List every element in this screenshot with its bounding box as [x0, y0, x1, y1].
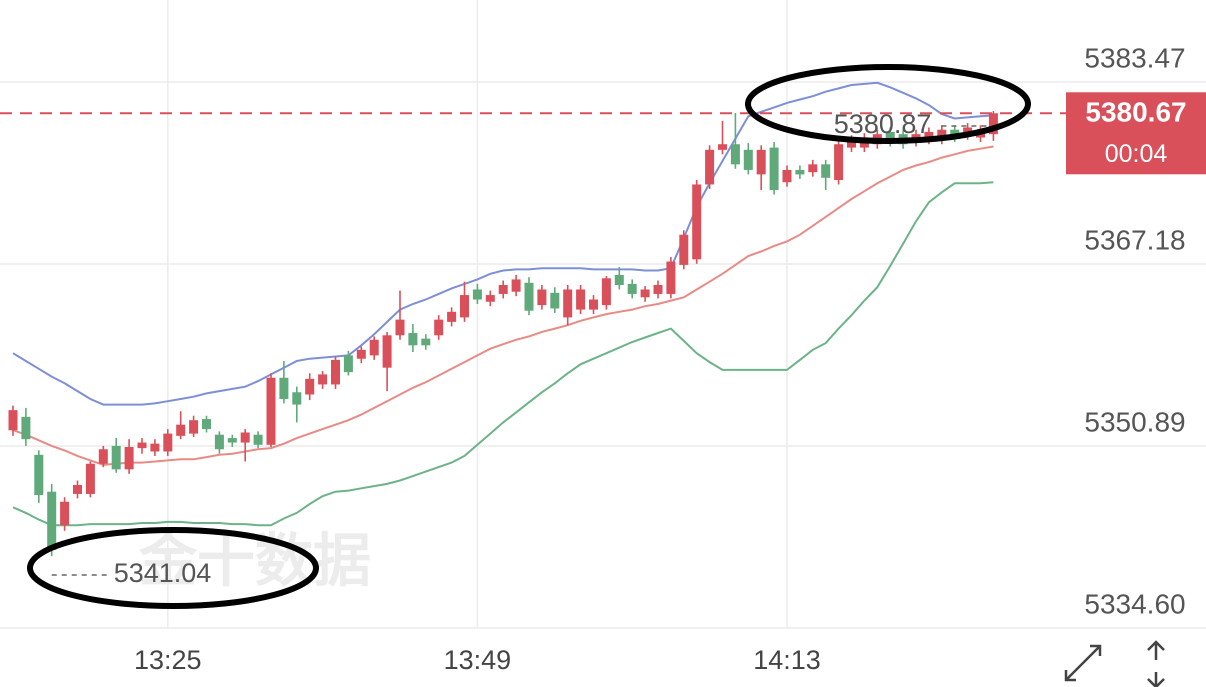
candle-body [98, 449, 108, 464]
countdown-label: 00:04 [1105, 140, 1168, 168]
x-tick-label: 14:13 [753, 645, 821, 675]
y-tick-label: 5383.47 [1084, 42, 1185, 73]
band-line [12, 145, 994, 466]
highlight-ellipse [745, 64, 1031, 144]
candle-body [937, 129, 947, 140]
candle-body [653, 285, 663, 294]
y-tick-label: 5334.60 [1084, 588, 1185, 619]
candle-body [227, 438, 237, 443]
candle-body [679, 234, 689, 265]
candle-body [821, 164, 831, 178]
candle-body [279, 377, 289, 399]
candle-body [202, 419, 211, 430]
candle-body [34, 454, 44, 496]
candle-body [60, 501, 70, 526]
band-line [12, 181, 994, 527]
candle-body [369, 339, 379, 356]
highlight-ellipse [27, 527, 319, 609]
candle-body [189, 420, 199, 434]
candle-body [382, 335, 392, 368]
candle-body [85, 463, 95, 494]
fullscreen-icon[interactable] [1064, 644, 1102, 682]
y-tick-label: 5367.18 [1084, 224, 1185, 255]
candle-body [356, 349, 366, 359]
candle-body [485, 295, 495, 302]
candle-body [705, 149, 715, 185]
low-label: 5341.04 [114, 558, 212, 588]
candle-body [318, 374, 328, 385]
candle-body [124, 447, 134, 470]
x-tick-label: 13:49 [444, 645, 512, 675]
high-label: 5380.87 [834, 109, 932, 139]
candle-body [460, 295, 469, 318]
candle-body [627, 283, 637, 294]
candle-body [718, 144, 727, 150]
candle-body [395, 319, 405, 336]
candle-body [8, 410, 18, 431]
vertical-scale-icon[interactable] [1147, 640, 1165, 687]
candle-body [447, 311, 457, 322]
candle-body [963, 127, 973, 136]
candle-body [434, 319, 444, 336]
candle-body [756, 149, 766, 175]
candle-body [524, 282, 534, 311]
candle-body [176, 424, 186, 436]
candle-body [214, 434, 224, 450]
candle-body [795, 169, 805, 175]
candle-body [240, 432, 250, 443]
candle-body [550, 292, 560, 309]
candle-body [782, 169, 792, 183]
candle-body [730, 144, 740, 165]
candle-body [73, 484, 82, 494]
candle-body [421, 338, 431, 346]
expand-icon [1064, 644, 1102, 682]
candle-body [305, 378, 315, 395]
candle-body [150, 443, 160, 452]
candle-body [343, 355, 353, 373]
candle-body [988, 113, 998, 135]
candle-body [47, 491, 57, 550]
candle-body [743, 149, 753, 170]
candle-body [511, 279, 521, 292]
candle-body [589, 299, 598, 310]
candle-body [834, 144, 844, 180]
candle-body [769, 147, 779, 191]
candle-body [163, 433, 173, 452]
candle-body [292, 392, 302, 405]
candle-body [408, 333, 418, 346]
candle-body [253, 434, 263, 445]
band-line [12, 81, 994, 406]
annotation-circles [27, 64, 1031, 609]
last-price-box [1066, 92, 1206, 175]
updown-icon [1147, 640, 1165, 687]
candle-body [666, 261, 676, 294]
candle-body [847, 139, 856, 148]
x-tick-label: 13:25 [134, 645, 202, 675]
candle-body [563, 289, 573, 318]
candle-body [808, 164, 818, 173]
y-tick-label: 5350.89 [1084, 406, 1185, 437]
candle-body [614, 274, 624, 286]
candle-body [111, 445, 121, 470]
last-price-label: 5380.67 [1085, 97, 1186, 128]
candle-body [601, 278, 611, 306]
candle-body [692, 184, 702, 260]
candle-body [885, 131, 895, 143]
candle-body [331, 359, 340, 385]
candle-body [21, 416, 31, 440]
candle-body [137, 442, 147, 449]
candle-body [640, 289, 650, 298]
candle-body [498, 285, 508, 294]
candle-body [576, 289, 586, 310]
candle-body [266, 377, 276, 445]
candle-body [924, 131, 934, 140]
candle-body [537, 289, 547, 306]
candle-body [472, 289, 482, 300]
